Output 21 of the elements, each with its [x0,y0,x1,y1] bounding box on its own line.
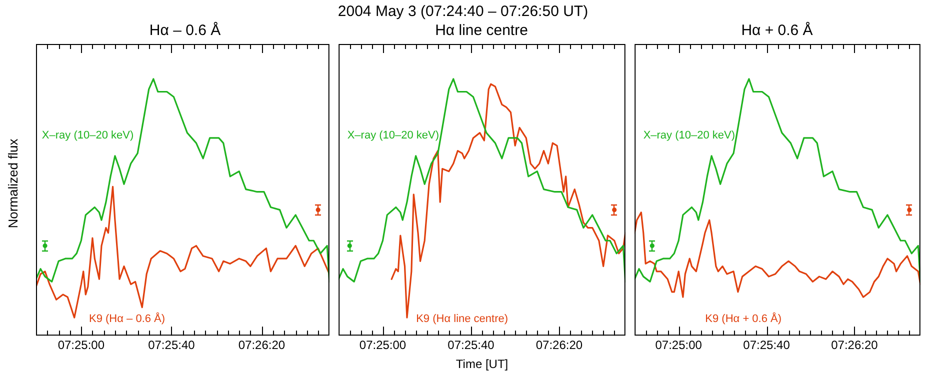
series-label: K9 (Hα – 0.6 Å) [88,312,166,325]
chart-subtitle: Hα – 0.6 Å [149,21,221,40]
x-tick-label: 07:25:00 [58,338,105,352]
y-axis-title: Normalized flux [6,138,20,230]
series-label: X–ray (10–20 keV) [347,129,440,142]
x-tick-label: 07:25:40 [743,338,790,352]
x-tick-label: 07:25:00 [359,338,406,352]
series-label: X–ray (10–20 keV) [42,129,134,142]
x-tick-label: 07:25:40 [148,338,196,352]
chart-title: 2004 May 3 (07:24:40 – 07:26:50 UT) [336,3,590,20]
chart-subtitle: Hα line centre [435,22,528,40]
x-axis-title: Time [UT] [454,357,510,371]
series-label: K9 (Hα line centre) [416,312,508,325]
x-tick-label: 07:25:40 [448,338,495,352]
x-tick-label: 07:26:20 [536,338,583,352]
chart-subtitle: Hα + 0.6 Å [741,21,813,40]
x-tick-label: 07:25:00 [655,338,702,352]
text: K9 (Hα + 0.6 Å) [705,312,782,325]
series-label: X–ray (10–20 keV) [643,129,736,142]
x-tick-label: 07:26:20 [831,338,878,352]
x-tick-label: 07:26:20 [238,338,286,352]
